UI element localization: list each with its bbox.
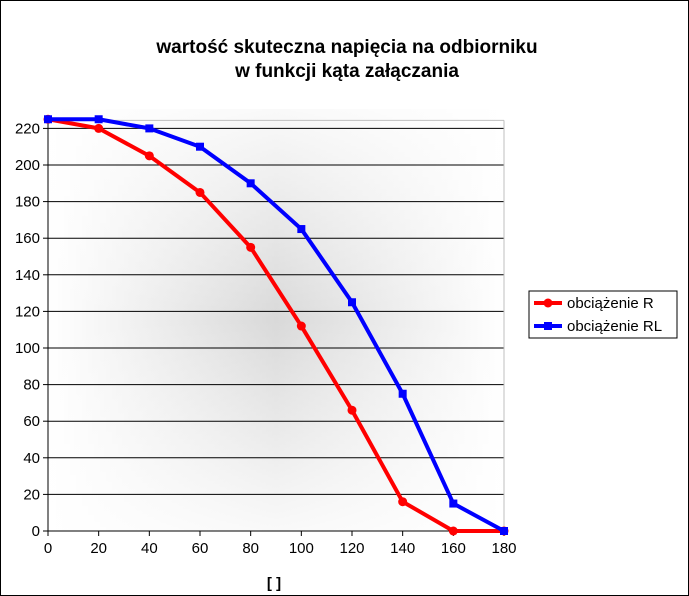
y-tick-label: 40 — [23, 450, 40, 467]
series-1-point — [398, 497, 408, 507]
y-tick-label: 100 — [15, 340, 40, 357]
x-tick-label: 100 — [289, 540, 314, 557]
legend-label-2: obciążenie RL — [567, 318, 662, 335]
grid-lines — [43, 119, 505, 532]
x-tick-label: 60 — [192, 540, 209, 557]
x-tick-label: 20 — [90, 540, 107, 557]
series-line-1 — [47, 117, 504, 533]
y-tick-labels: 0 20 40 60 80 100 120 140 160 180 200 220 — [15, 120, 40, 540]
y-tick-label: 220 — [15, 120, 40, 137]
series-2-point — [348, 298, 356, 307]
chart-title-line-1: wartość skuteczna napięcia na odbiorniku — [155, 37, 537, 58]
x-axis-title: [ ] — [267, 575, 281, 592]
series-1-point — [94, 123, 104, 133]
y-tick-label: 0 — [32, 523, 40, 540]
series-1-point — [347, 405, 357, 415]
x-tick-label: 80 — [242, 540, 259, 557]
axes — [47, 120, 505, 536]
x-tick-label: 120 — [339, 540, 364, 557]
series-2-point — [44, 115, 52, 124]
y-tick-label: 80 — [23, 377, 40, 394]
x-tick-label: 0 — [44, 540, 52, 557]
x-tick-label: 180 — [491, 540, 516, 557]
y-tick-label: 180 — [15, 194, 40, 211]
series-2-point — [500, 527, 508, 535]
series-2-point — [297, 225, 306, 234]
y-tick-label: 160 — [15, 230, 40, 247]
legend: obciążenie R obciążenie RL — [528, 290, 678, 339]
legend-marker-1 — [543, 298, 553, 308]
series-1-point — [246, 242, 256, 252]
series-line-2 — [48, 117, 505, 533]
y-tick-label: 60 — [23, 413, 40, 430]
x-tick-label: 160 — [441, 540, 466, 557]
series-2-point — [196, 142, 204, 151]
series-2-point — [246, 179, 255, 188]
series-1-point — [195, 187, 205, 197]
series-group — [43, 114, 509, 536]
y-tick-label: 200 — [15, 157, 40, 174]
legend-marker-2 — [544, 322, 552, 330]
x-tick-label: 40 — [141, 540, 158, 557]
series-1-point — [296, 321, 306, 331]
x-tick-labels: 0 20 40 60 80 100 120 140 160 180 — [44, 540, 517, 557]
y-tick-label: 20 — [23, 486, 40, 503]
y-tick-label: 140 — [15, 267, 40, 284]
x-tick-label: 140 — [390, 540, 415, 557]
series-2-point — [398, 389, 407, 398]
series-2-point — [94, 115, 103, 124]
series-2-point — [449, 499, 458, 508]
legend-label-1: obciążenie R — [567, 295, 654, 312]
series-1-point — [144, 151, 154, 161]
y-tick-label: 120 — [15, 303, 40, 320]
plot-background-fade — [48, 109, 504, 531]
legend-box — [528, 290, 678, 339]
plot-area — [48, 109, 504, 531]
chart-title-line-2: w funkcji kąta załączania — [234, 61, 459, 82]
series-2-point — [145, 124, 154, 133]
series-1-point — [448, 526, 458, 536]
